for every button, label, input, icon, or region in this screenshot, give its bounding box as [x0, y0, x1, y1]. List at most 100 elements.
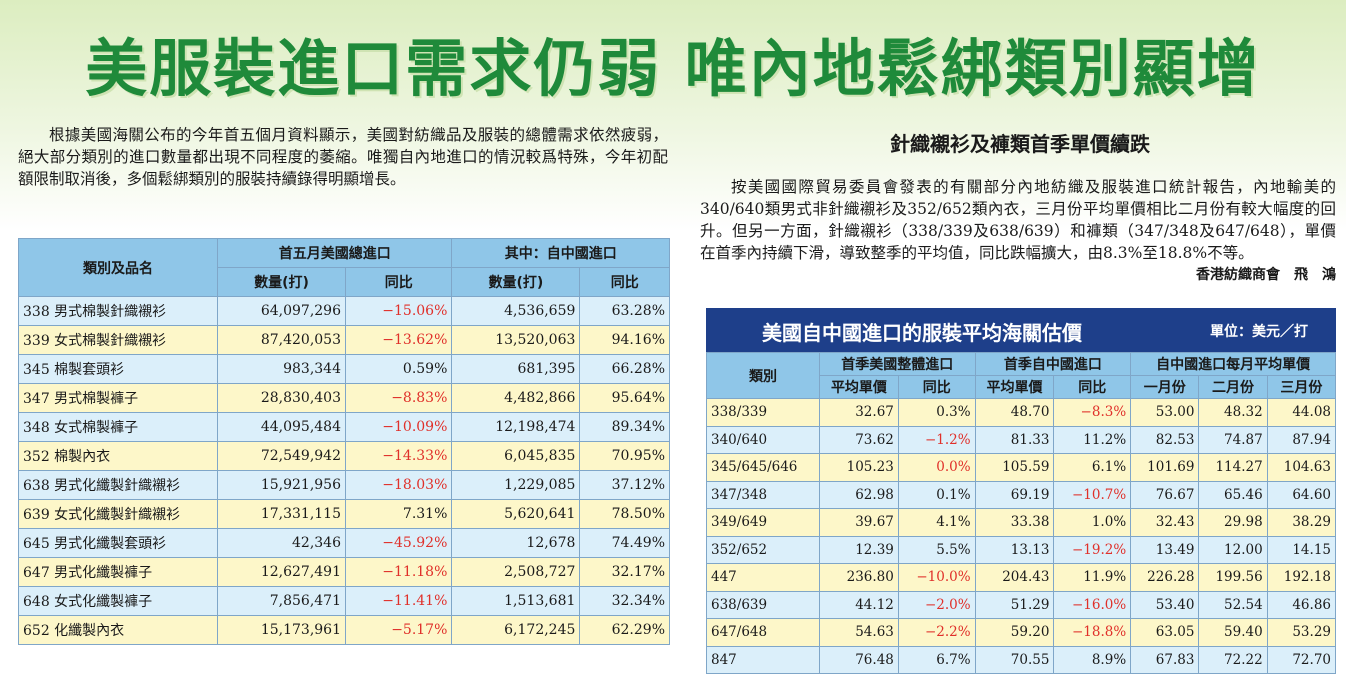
cell-category: 645 男式化纖製套頭衫 [18, 528, 218, 558]
cell-category: 338/339 [706, 398, 820, 427]
cell-total-yoy: −1.2% [897, 425, 976, 454]
cell-mar: 87.94 [1266, 425, 1337, 454]
cell-china-qty: 5,620,641 [451, 499, 581, 529]
cell-total-price: 76.48 [819, 645, 899, 674]
col-china-yoy: 同比 [1053, 375, 1132, 399]
col-feb: 二月份 [1198, 375, 1268, 399]
group-from-china: 首季自中國進口 [974, 352, 1132, 376]
cell-mar: 104.63 [1266, 453, 1337, 482]
cell-total-yoy: −5.17% [344, 615, 453, 645]
cell-china-yoy: −10.7% [1053, 480, 1132, 509]
cell-feb: 72.22 [1198, 645, 1268, 674]
cell-china-price: 33.38 [974, 508, 1055, 537]
cell-category: 345 棉製套頭衫 [18, 354, 218, 384]
cell-jan: 53.40 [1130, 590, 1200, 619]
cell-china-price: 48.70 [974, 398, 1055, 427]
cell-category: 447 [706, 563, 820, 592]
cell-jan: 82.53 [1130, 425, 1200, 454]
table-row: 349/649 39.67 4.1% 33.38 1.0% 32.43 29.98 38.29 [706, 508, 1337, 537]
cell-total-qty: 28,830,403 [217, 383, 346, 413]
sub-article-text: 按美國國際貿易委員會發表的有關部分內地紡織及服裝進口統計報告，內地輸美的340/… [700, 178, 1336, 262]
cell-mar: 38.29 [1266, 508, 1337, 537]
col-total-yoy: 同比 [344, 267, 453, 297]
cell-total-price: 44.12 [819, 590, 899, 619]
cell-total-qty: 15,173,961 [217, 615, 346, 645]
col-china-qty: 數量(打) [451, 267, 581, 297]
cell-total-price: 54.63 [819, 618, 899, 647]
cell-china-yoy: 8.9% [1053, 645, 1132, 674]
table-row: 352/652 12.39 5.5% 13.13 −19.2% 13.49 12.00 14.… [706, 535, 1337, 564]
cell-china-yoy: 6.1% [1053, 453, 1132, 482]
price-table-unit: 單位：美元／打 [1210, 324, 1308, 340]
cell-china-yoy: −18.8% [1053, 618, 1132, 647]
cell-total-yoy: −2.2% [897, 618, 976, 647]
cell-china-qty: 4,536,659 [451, 296, 581, 326]
table-row: 447 236.80 −10.0% 204.43 11.9% 226.28 199.56 19… [706, 563, 1337, 592]
cell-china-yoy: 63.28% [579, 296, 670, 326]
cell-china-yoy: 32.17% [579, 557, 670, 587]
cell-jan: 67.83 [1130, 645, 1200, 674]
cell-china-yoy: 74.49% [579, 528, 670, 558]
table-row: 338/339 32.67 0.3% 48.70 −8.3% 53.00 48.32 44.0… [706, 398, 1337, 427]
group-from-china: 其中：自中國進口 [451, 238, 670, 268]
table-row: 638 男式化纖製針織襯衫 15,921,956 −18.03% 1,229,085 3… [18, 470, 670, 500]
cell-china-price: 204.43 [974, 563, 1055, 592]
cell-category: 347/348 [706, 480, 820, 509]
price-table-title-bar: 美國自中國進口的服裝平均海關估價 單位：美元／打 [706, 308, 1336, 352]
cell-china-price: 13.13 [974, 535, 1055, 564]
table-row: 340/640 73.62 −1.2% 81.33 11.2% 82.53 74.87 87.… [706, 425, 1337, 454]
cell-total-yoy: 0.59% [344, 354, 453, 384]
cell-feb: 29.98 [1198, 508, 1268, 537]
cell-mar: 44.08 [1266, 398, 1337, 427]
cell-total-qty: 15,921,956 [217, 470, 346, 500]
cell-jan: 53.00 [1130, 398, 1200, 427]
cell-total-yoy: −45.92% [344, 528, 453, 558]
cell-total-price: 12.39 [819, 535, 899, 564]
table-row: 847 76.48 6.7% 70.55 8.9% 67.83 72.22 72.70 [706, 645, 1337, 674]
cell-total-yoy: −18.03% [344, 470, 453, 500]
group-us-total: 首季美國整體進口 [819, 352, 976, 376]
col-total-yoy: 同比 [897, 375, 976, 399]
cell-category: 339 女式棉製針織襯衫 [18, 325, 218, 355]
cell-china-qty: 6,172,245 [451, 615, 581, 645]
cell-category: 348 女式棉製褲子 [18, 412, 218, 442]
cell-total-qty: 7,856,471 [217, 586, 346, 616]
cell-china-qty: 681,395 [451, 354, 581, 384]
cell-feb: 59.40 [1198, 618, 1268, 647]
table-row: 648 女式化纖製褲子 7,856,471 −11.41% 1,513,681 32.3… [18, 586, 670, 616]
import-volume-table: 類別及品名 首五月美國總進口 其中：自中國進口 數量(打) 同比 數量(打) 同… [18, 238, 670, 645]
sub-article-body: 按美國國際貿易委員會發表的有關部分內地紡織及服裝進口統計報告，內地輸美的340/… [700, 176, 1336, 286]
col-china-yoy: 同比 [579, 267, 670, 297]
col-jan: 一月份 [1130, 375, 1200, 399]
cell-china-yoy: −8.3% [1053, 398, 1132, 427]
cell-china-qty: 1,513,681 [451, 586, 581, 616]
col-category: 類別及品名 [18, 238, 218, 297]
unit-price-table: 類別 首季美國整體進口 首季自中國進口 自中國進口每月平均單價 平均單價 同比 … [706, 352, 1337, 674]
cell-total-price: 73.62 [819, 425, 899, 454]
table-row: 339 女式棉製針織襯衫 87,420,053 −13.62% 13,520,063 9… [18, 325, 670, 355]
table-row: 345 棉製套頭衫 983,344 0.59% 681,395 66.28% [18, 354, 670, 384]
cell-total-price: 105.23 [819, 453, 899, 482]
cell-china-qty: 13,520,063 [451, 325, 581, 355]
table-row: 638/639 44.12 −2.0% 51.29 −16.0% 53.40 52.54 46… [706, 590, 1337, 619]
cell-china-yoy: 62.29% [579, 615, 670, 645]
cell-china-price: 105.59 [974, 453, 1055, 482]
cell-total-yoy: −10.0% [897, 563, 976, 592]
cell-total-qty: 983,344 [217, 354, 346, 384]
lead-paragraph: 根據美國海關公布的今年首五個月資料顯示，美國對紡織品及服裝的總體需求依然疲弱，絕… [18, 126, 668, 188]
cell-total-yoy: −14.33% [344, 441, 453, 471]
cell-total-price: 236.80 [819, 563, 899, 592]
cell-china-yoy: −16.0% [1053, 590, 1132, 619]
cell-china-price: 51.29 [974, 590, 1055, 619]
cell-total-qty: 64,097,296 [217, 296, 346, 326]
cell-china-yoy: 95.64% [579, 383, 670, 413]
col-china-price: 平均單價 [974, 375, 1055, 399]
headline: 美服裝進口需求仍弱 唯內地鬆綁類別顯增 [85, 32, 1261, 105]
cell-category: 638 男式化纖製針織襯衫 [18, 470, 218, 500]
cell-total-price: 32.67 [819, 398, 899, 427]
cell-china-price: 81.33 [974, 425, 1055, 454]
cell-jan: 13.49 [1130, 535, 1200, 564]
cell-china-yoy: 37.12% [579, 470, 670, 500]
sub-article-title: 針織襯衫及褲類首季單價續跌 [890, 132, 1150, 156]
cell-category: 340/640 [706, 425, 820, 454]
